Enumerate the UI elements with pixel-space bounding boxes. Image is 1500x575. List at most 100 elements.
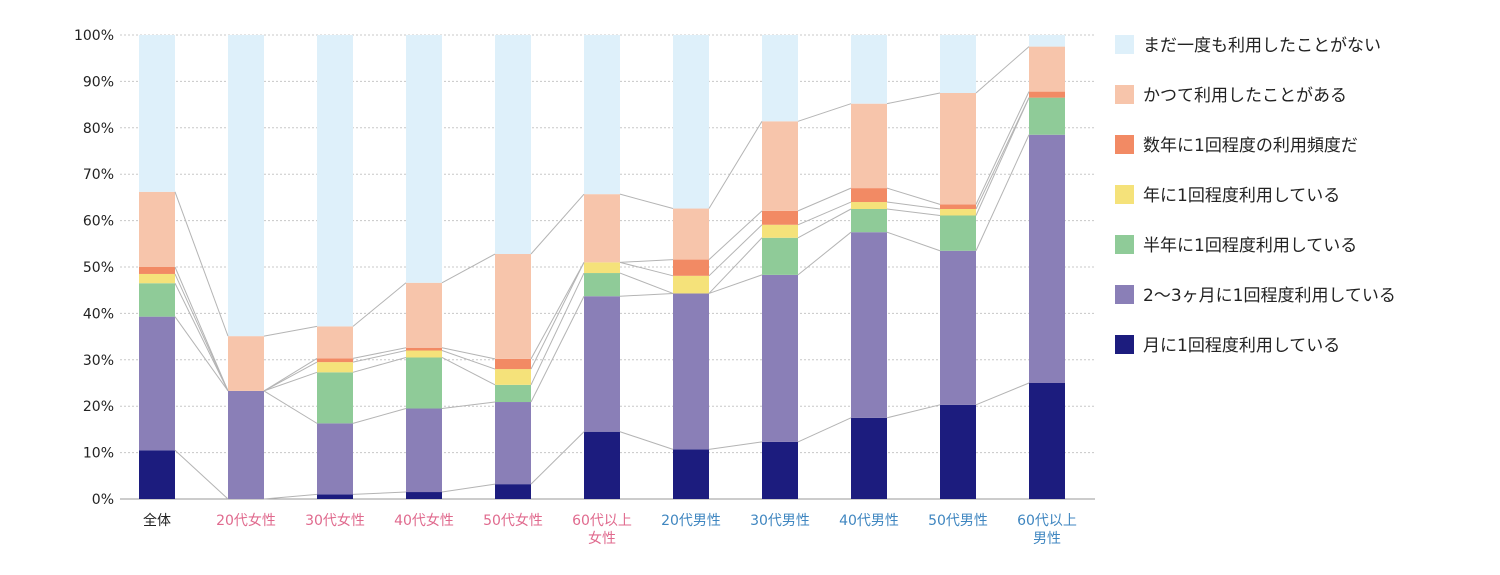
legend-swatch	[1115, 35, 1134, 54]
connector-line	[530, 431, 585, 485]
connector-line	[263, 390, 318, 424]
connector-line	[441, 357, 496, 386]
y-tick-label: 0%	[92, 492, 114, 508]
connector-line	[619, 431, 674, 450]
connector-line	[886, 208, 941, 216]
legend-swatch	[1115, 85, 1134, 104]
x-tick-label: 女性	[588, 530, 616, 547]
legend-label: 年に1回程度利用している	[1143, 186, 1340, 206]
connector-line	[263, 325, 318, 337]
legend-swatch	[1115, 135, 1134, 154]
bar-segment	[584, 262, 620, 274]
x-tick-label: 50代男性	[928, 513, 988, 529]
connector-line	[263, 361, 318, 392]
bar-segment	[406, 357, 442, 409]
bar-segment	[406, 350, 442, 358]
bar-segment	[851, 103, 887, 189]
legend-label: かつて利用したことがある	[1143, 86, 1347, 106]
bar-segment	[673, 259, 709, 276]
connector-line	[975, 382, 1030, 406]
connector-line	[619, 292, 674, 297]
bar-segment	[139, 450, 175, 499]
connector-line	[174, 316, 229, 392]
bar-segment	[762, 274, 798, 442]
x-tick-label: 男性	[1033, 531, 1061, 547]
bar-segment	[317, 423, 353, 495]
connector-line	[174, 449, 229, 500]
connector-line	[708, 237, 763, 294]
bar-segment	[317, 372, 353, 424]
connector-line	[352, 347, 407, 359]
legend-swatch	[1115, 185, 1134, 204]
bar-segment	[1029, 46, 1065, 92]
bar-segment	[406, 347, 442, 351]
connector-line	[441, 401, 496, 410]
connector-line	[797, 201, 852, 226]
bar-segment	[940, 250, 976, 405]
connector-line	[975, 91, 1030, 205]
connector-line	[174, 266, 229, 392]
legend-swatch	[1115, 235, 1134, 254]
x-tick-label: 20代女性	[216, 512, 276, 529]
bar-segment	[940, 215, 976, 251]
connector-line	[886, 92, 941, 105]
legend-label: まだ一度も利用したことがない	[1143, 36, 1381, 56]
bar-segment	[317, 358, 353, 363]
x-tick-label: 40代男性	[839, 513, 899, 529]
bar-segment	[940, 204, 976, 209]
connector-line	[352, 356, 407, 373]
connector-line	[708, 441, 763, 450]
connector-line	[797, 187, 852, 212]
bar-segment	[317, 35, 353, 327]
connector-line	[441, 483, 496, 493]
connector-line	[708, 121, 763, 209]
bar-segment	[851, 232, 887, 418]
connector-line	[886, 231, 941, 252]
bar-segment	[317, 362, 353, 373]
y-tick-label: 70%	[83, 167, 114, 183]
bar-segment	[851, 209, 887, 233]
connector-line	[619, 259, 674, 263]
legend: まだ一度も利用したことがないかつて利用したことがある数年に1回程度の利用頻度だ年…	[1115, 35, 1396, 356]
connector-line	[886, 404, 941, 419]
connector-line	[530, 262, 585, 360]
bar-segment	[1029, 383, 1065, 499]
connector-line	[263, 357, 318, 392]
bar-segment	[228, 35, 264, 337]
bar-segment	[673, 208, 709, 260]
bar-segment	[673, 293, 709, 450]
connector-line	[708, 210, 763, 260]
bar-segment	[584, 431, 620, 499]
bar-segment	[139, 316, 175, 451]
connector-line	[530, 272, 585, 386]
y-tick-label: 80%	[83, 121, 114, 137]
x-tick-label: 60代以上	[1017, 513, 1077, 529]
bar-segment	[940, 209, 976, 216]
bar-segment	[317, 326, 353, 359]
connector-line	[530, 262, 585, 370]
bars	[139, 35, 1065, 499]
bar-segment	[495, 484, 531, 499]
bar-segment	[495, 402, 531, 485]
connector-line	[708, 274, 763, 294]
y-tick-label: 20%	[83, 399, 114, 415]
x-tick-label: 40代女性	[394, 512, 454, 529]
bar-segment	[584, 273, 620, 297]
bar-segment	[406, 408, 442, 493]
bar-segment	[762, 441, 798, 499]
bar-segment	[762, 237, 798, 275]
x-tick-label: 50代女性	[483, 512, 543, 529]
x-tick-label: 60代以上	[572, 513, 632, 529]
bar-segment	[495, 35, 531, 255]
bar-segment	[762, 121, 798, 211]
legend-label: 数年に1回程度の利用頻度だ	[1143, 136, 1358, 156]
connector-line	[975, 46, 1030, 94]
connector-line	[975, 97, 1030, 210]
bar-segment	[495, 254, 531, 359]
bar-segment	[673, 449, 709, 499]
connector-line	[352, 491, 407, 495]
legend-label: 2〜3ヶ月に1回程度利用している	[1143, 286, 1396, 306]
legend-label: 月に1回程度利用している	[1143, 336, 1340, 356]
connector-line	[619, 193, 674, 210]
